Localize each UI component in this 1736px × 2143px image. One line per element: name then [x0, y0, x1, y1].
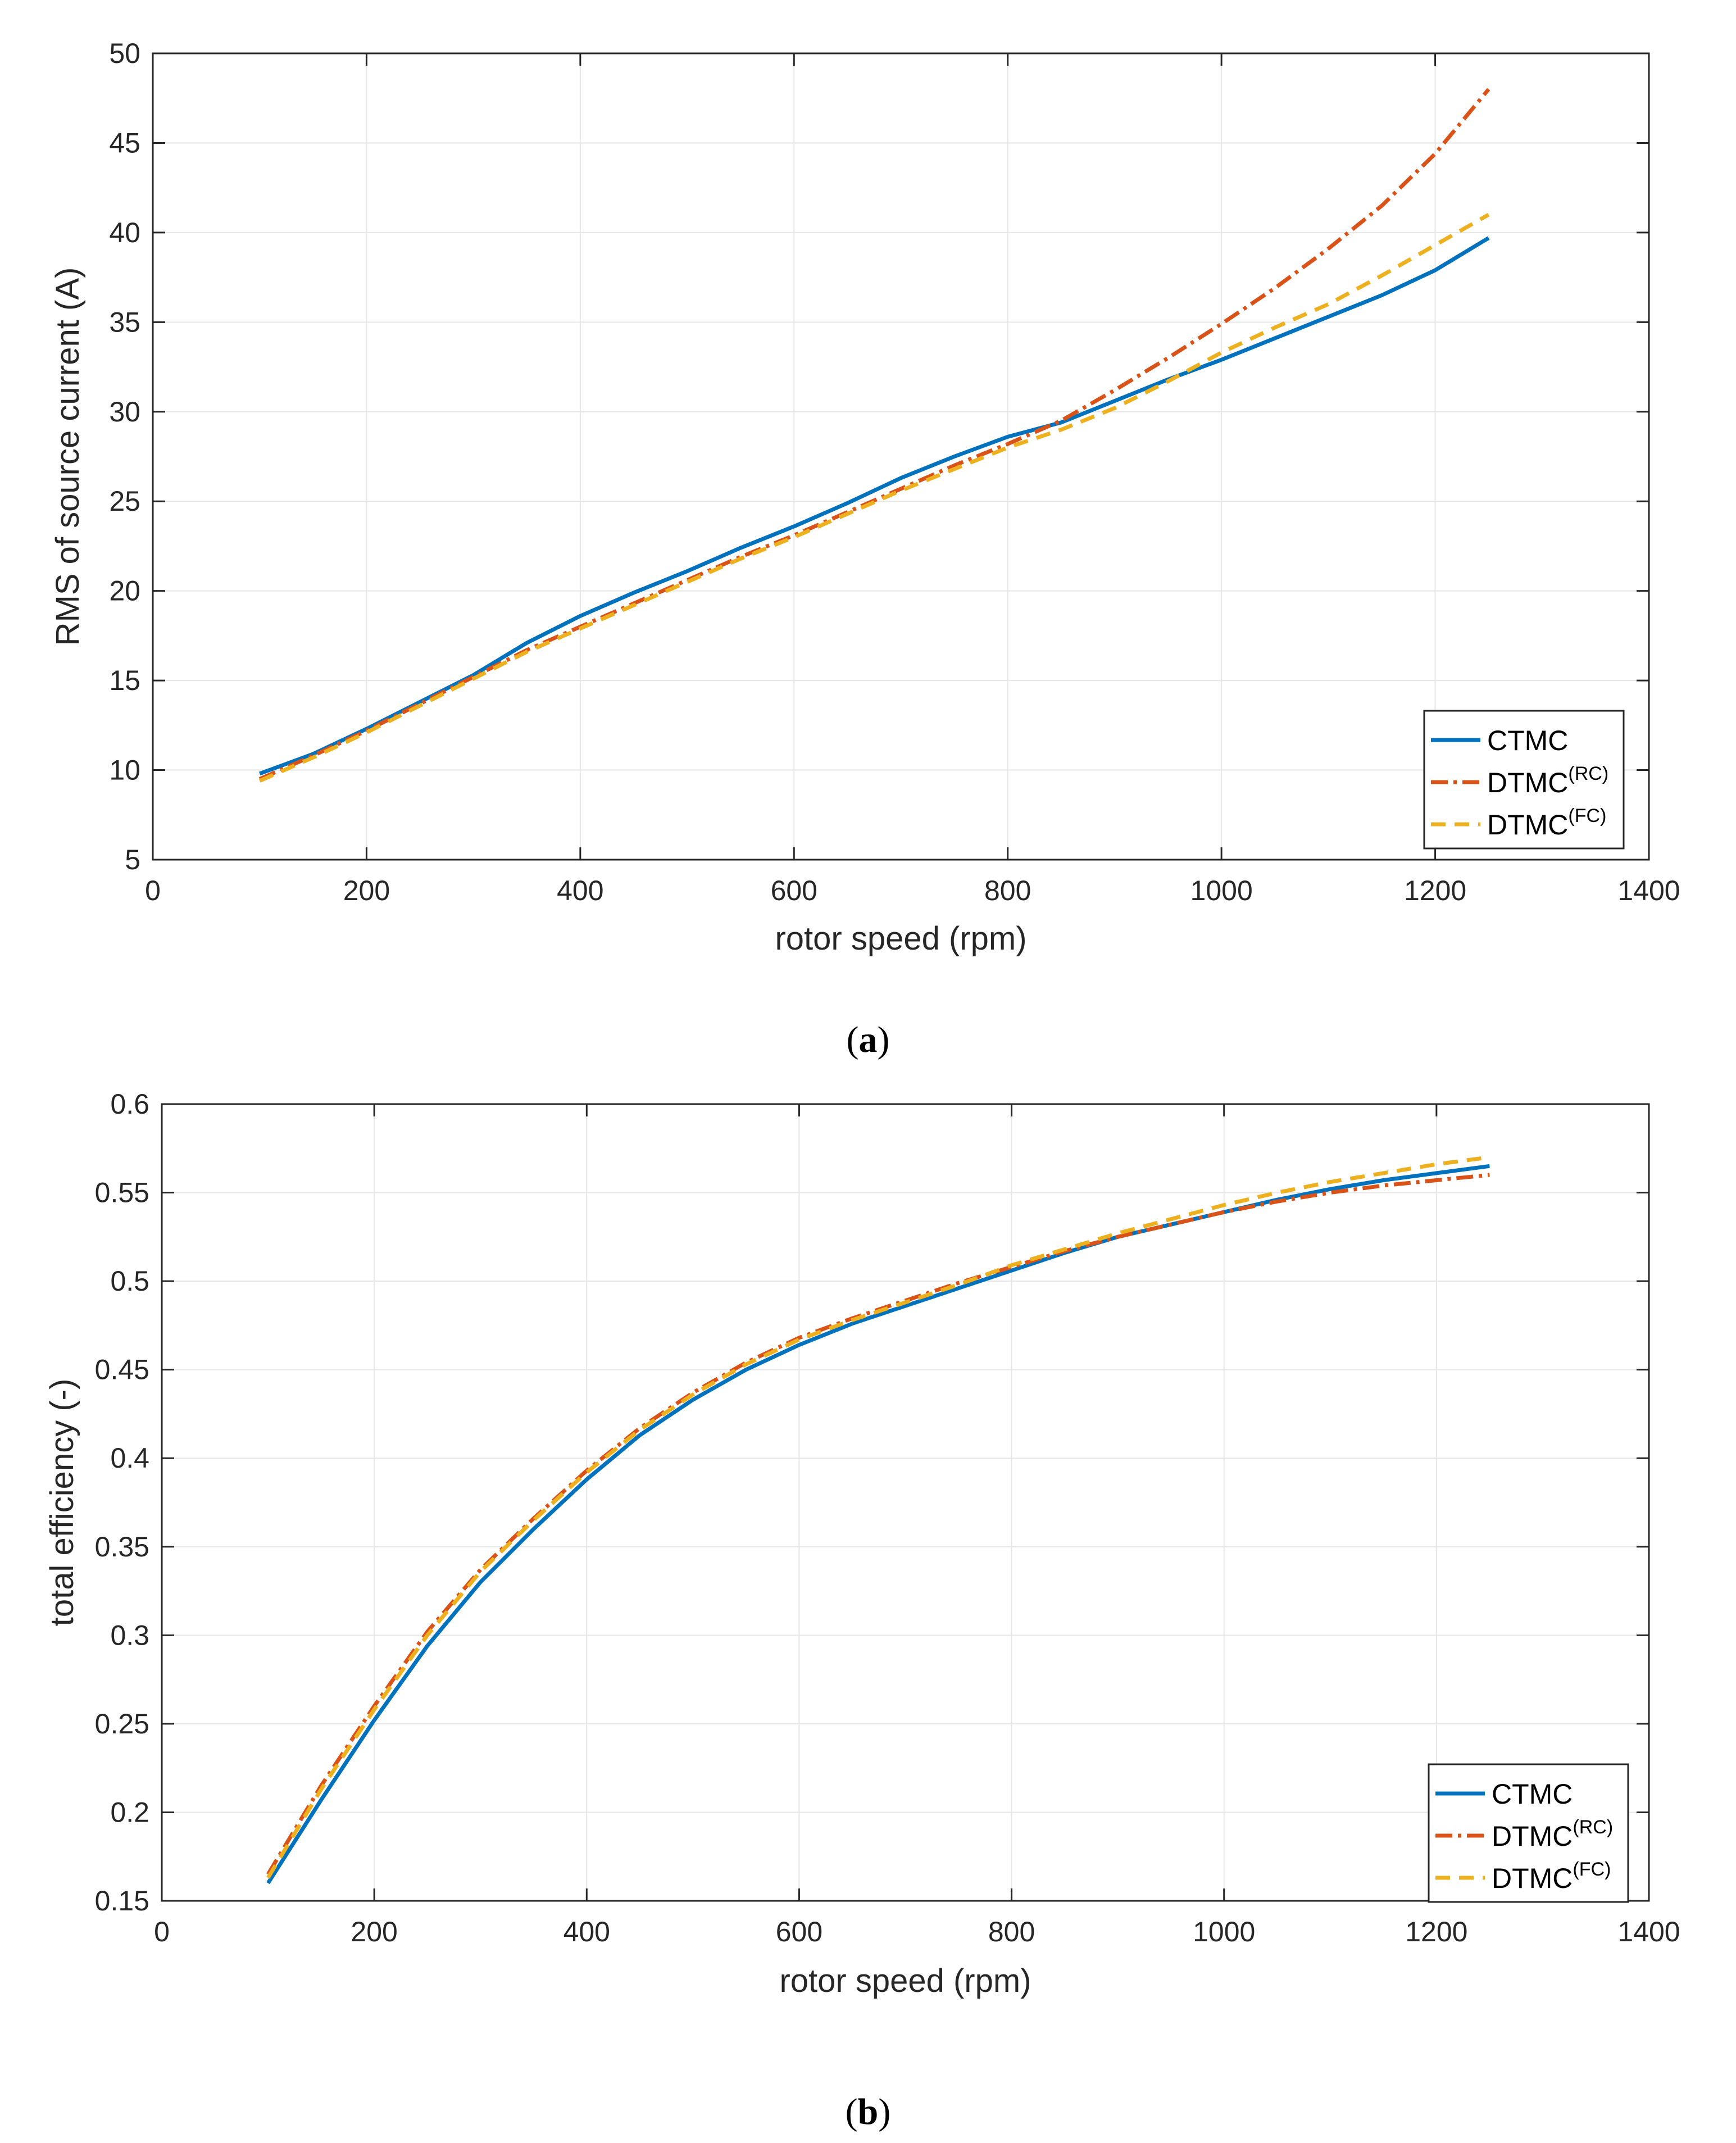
y-tick-label: 0.5 [110, 1265, 149, 1297]
y-tick-label: 15 [109, 665, 140, 696]
x-axis-label: rotor speed (rpm) [779, 1963, 1031, 1999]
series-line-dtmc-rc [258, 88, 1490, 781]
series-line-dtmc-fc [266, 1155, 1490, 1879]
caption-letter: b [858, 2091, 879, 2132]
y-tick-label: 25 [109, 485, 140, 517]
y-axis-label: total efficiency (-) [44, 1379, 80, 1627]
x-tick-label: 1200 [1405, 1916, 1467, 1947]
chart-panel-a: 0 200 400 600 800 1000 1200 1400 5 10 15 20 25 30 35 40… [49, 38, 1680, 1060]
plot-area [162, 1104, 1649, 1901]
y-tick-label: 40 [109, 217, 140, 248]
y-tick-label: 0.6 [110, 1088, 149, 1120]
legend-label-superscript: (RC) [1573, 1817, 1613, 1838]
axis-ticks: 0 200 400 600 800 1000 1200 1400 5 10 15 20 25 30 35 40… [109, 38, 1680, 906]
y-tick-label: 45 [109, 127, 140, 158]
legend-label-superscript: (FC) [1573, 1859, 1611, 1880]
x-tick-label: 1200 [1404, 875, 1466, 906]
y-tick-label: 0.4 [110, 1442, 149, 1474]
x-tick-label: 0 [145, 875, 161, 906]
series-lines [266, 1155, 1490, 1885]
axis-ticks: 0 200 400 600 800 1000 1200 1400 0.15 0.2 0.25 0.3 0… [95, 1088, 1680, 1947]
legend-label: CTMC [1487, 725, 1568, 756]
x-tick-label: 600 [771, 875, 817, 906]
x-tick-label: 600 [776, 1916, 822, 1947]
x-tick-label: 400 [563, 1916, 610, 1947]
caption-open-paren: ( [847, 1019, 859, 1060]
y-tick-label: 0.45 [95, 1354, 149, 1386]
chart-panel-b: 0 200 400 600 800 1000 1200 1400 0.15 0.2 0.25 0.3 0… [44, 1088, 1680, 2132]
y-tick-label: 35 [109, 306, 140, 338]
legend-label-superscript: (RC) [1568, 763, 1608, 784]
caption-open-paren: ( [846, 2091, 858, 2132]
legend-label: DTMC(FC) [1487, 805, 1606, 841]
y-tick-label: 0.3 [110, 1619, 149, 1651]
x-tick-label: 200 [351, 1916, 397, 1947]
y-tick-label: 30 [109, 396, 140, 428]
x-tick-label: 1000 [1193, 1916, 1255, 1947]
x-tick-label: 0 [154, 1916, 170, 1947]
legend-label-superscript: (FC) [1568, 805, 1606, 827]
y-tick-label: 5 [125, 844, 140, 875]
axes-frame [152, 52, 1650, 861]
caption-close-paren: ) [878, 2091, 890, 2132]
panel-caption-a: (a) [847, 1019, 890, 1060]
x-axis-label: rotor speed (rpm) [775, 920, 1026, 957]
y-axis-label: RMS of source current (A) [49, 267, 86, 646]
y-tick-label: 0.55 [95, 1177, 149, 1209]
series-line-dtmc-fc [258, 212, 1490, 783]
y-tick-label: 0.25 [95, 1708, 149, 1740]
axes-frame [161, 1103, 1650, 1902]
y-tick-label: 10 [109, 755, 140, 786]
y-tick-label: 0.15 [95, 1885, 149, 1917]
x-tick-label: 200 [343, 875, 390, 906]
x-tick-label: 1400 [1617, 1916, 1680, 1947]
caption-letter: a [859, 1019, 878, 1060]
series-line-ctmc [266, 1164, 1490, 1885]
caption-close-paren: ) [878, 1019, 890, 1060]
legend-label: CTMC [1492, 1778, 1573, 1810]
x-tick-label: 400 [557, 875, 603, 906]
y-tick-label: 0.35 [95, 1531, 149, 1563]
x-tick-label: 1400 [1617, 875, 1680, 906]
y-tick-label: 50 [109, 38, 140, 69]
x-tick-label: 800 [988, 1916, 1035, 1947]
y-tick-label: 20 [109, 575, 140, 607]
y-tick-label: 0.2 [110, 1796, 149, 1828]
panel-caption-b: (b) [846, 2091, 891, 2132]
x-tick-label: 1000 [1190, 875, 1253, 906]
x-tick-label: 800 [984, 875, 1031, 906]
series-lines [258, 88, 1490, 783]
